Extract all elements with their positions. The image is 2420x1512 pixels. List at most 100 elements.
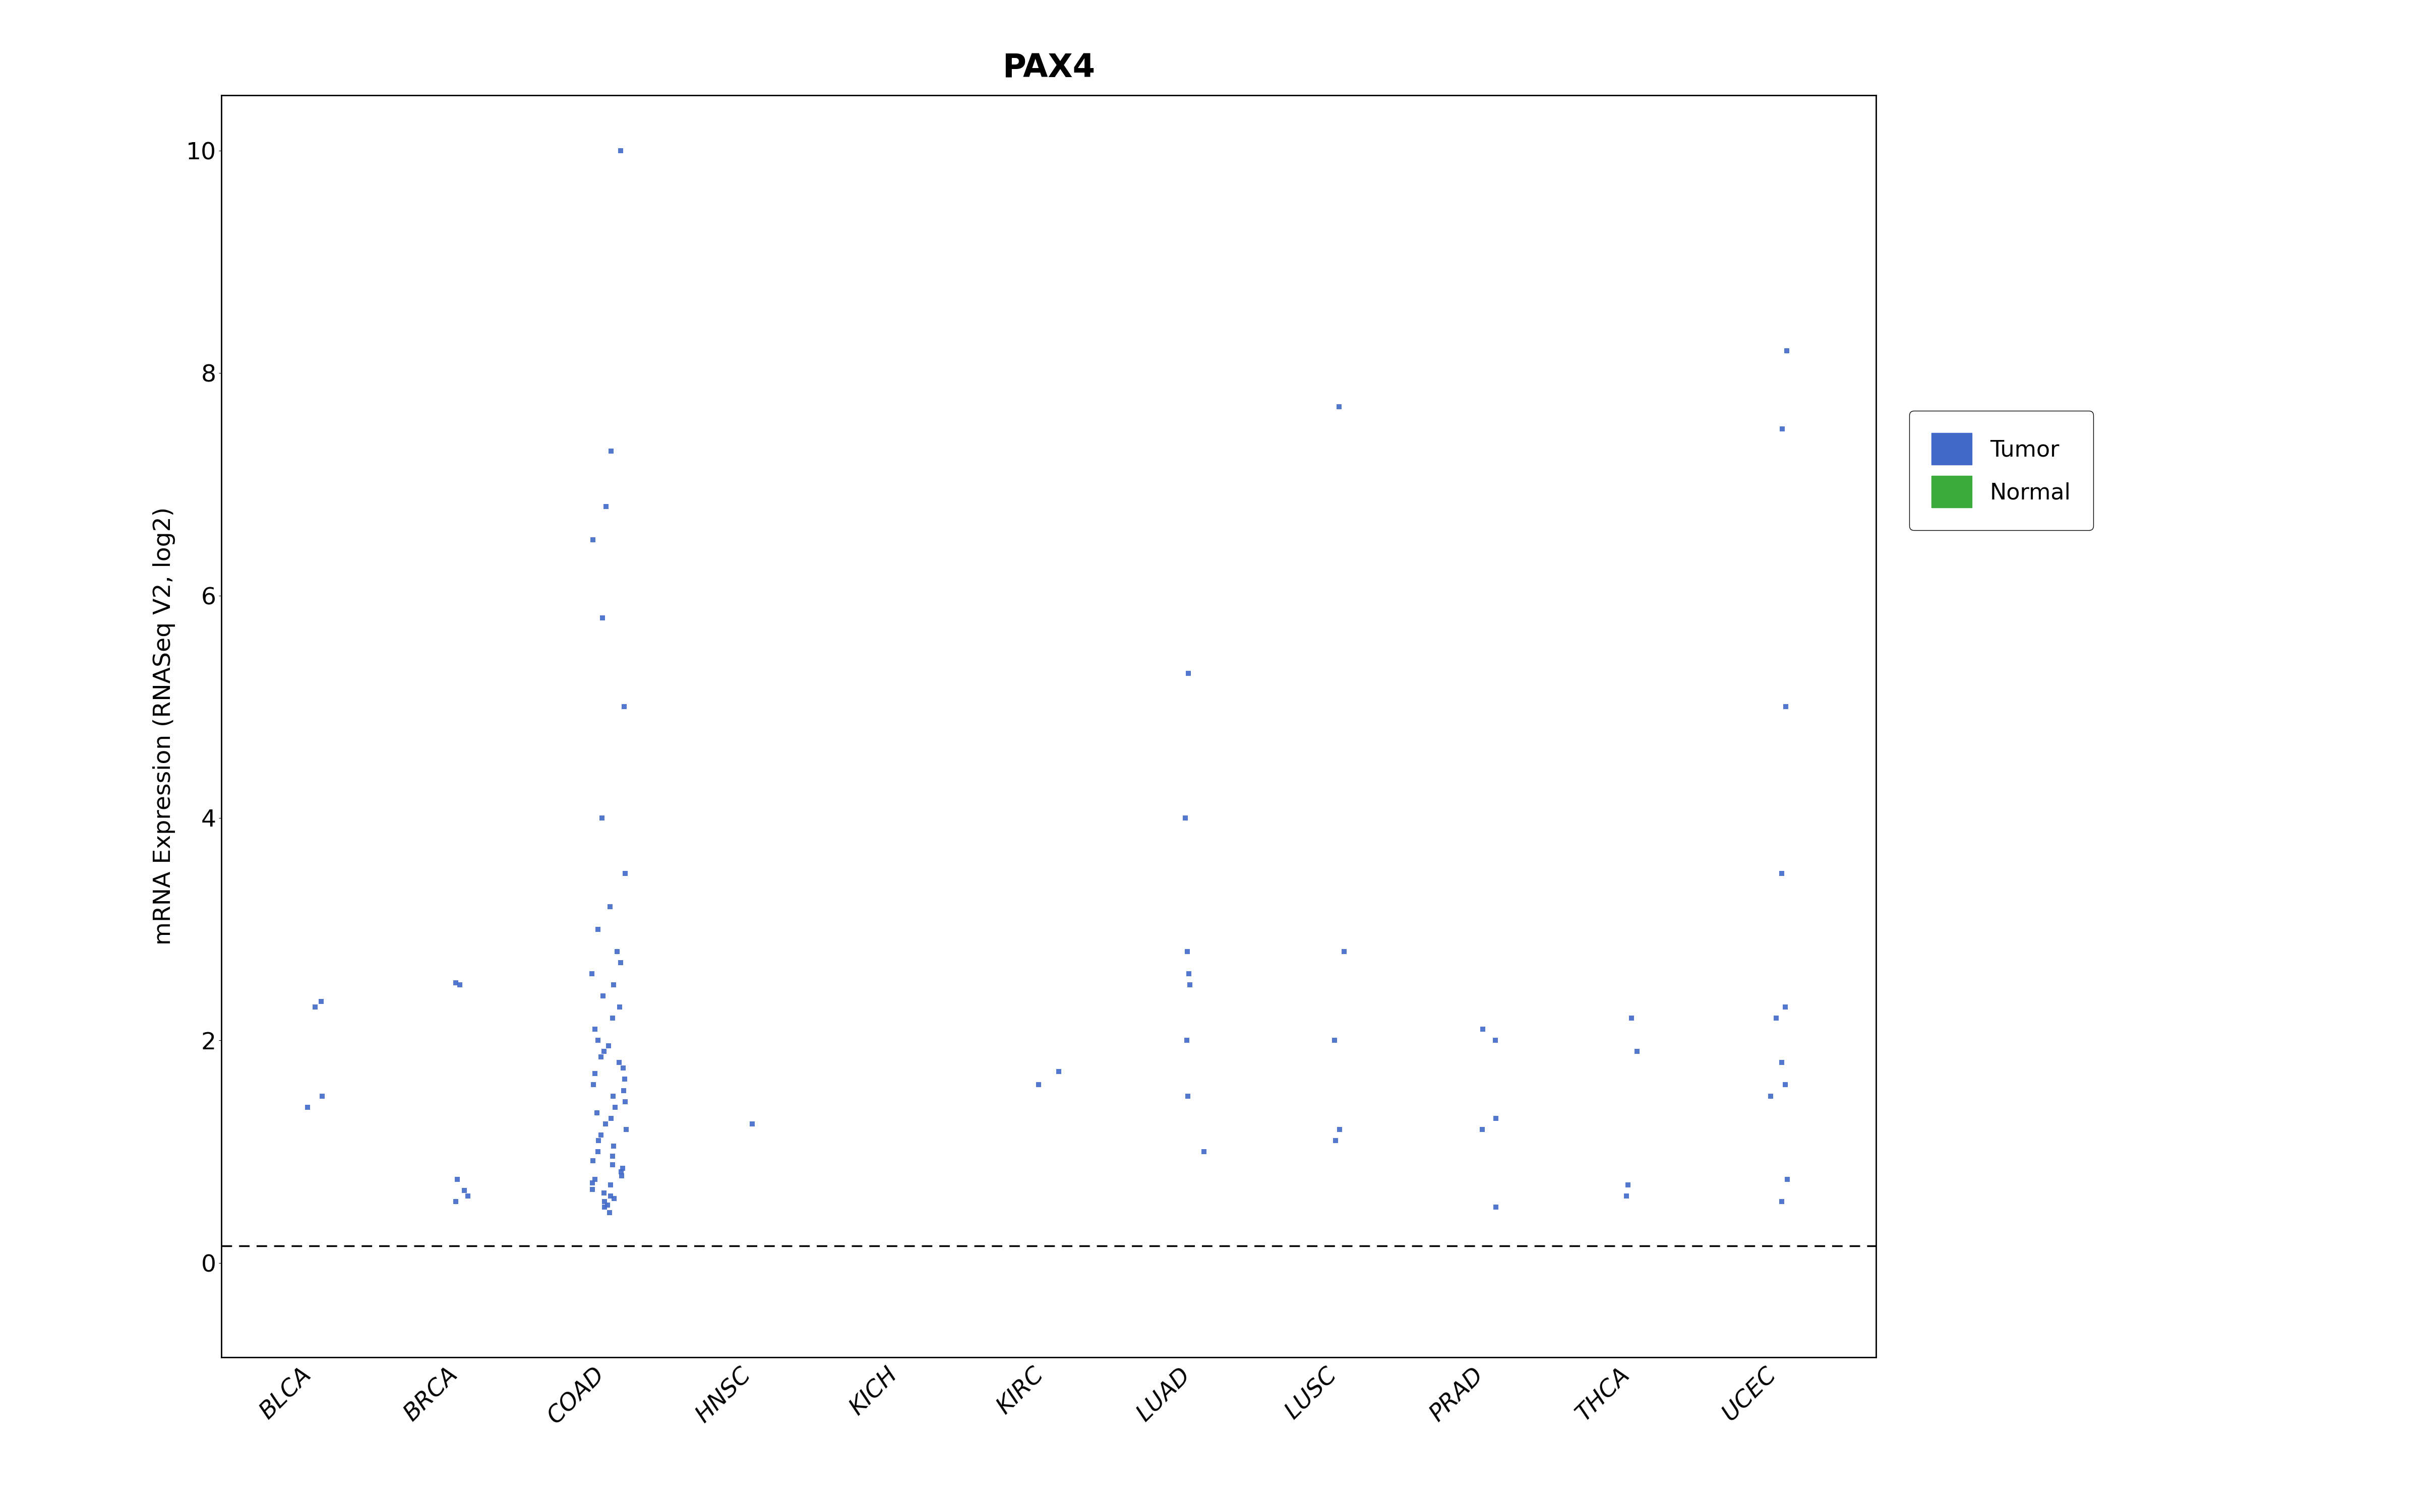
Point: [1767, 1167, 1805, 1191]
Point: [603, 1164, 641, 1188]
Point: [1169, 939, 1208, 963]
Point: [586, 1190, 624, 1214]
Point: [1767, 1072, 1805, 1096]
Point: [603, 1160, 641, 1184]
Point: [1762, 1190, 1800, 1214]
Point: [590, 895, 629, 919]
Point: [1314, 1028, 1353, 1052]
Point: [574, 1170, 612, 1194]
Point: [581, 1045, 620, 1069]
Point: [605, 862, 644, 886]
Point: [1612, 1005, 1650, 1030]
Point: [1321, 1117, 1360, 1142]
Point: [1464, 1018, 1503, 1042]
Point: [586, 494, 624, 519]
Point: [590, 1201, 629, 1225]
Point: [595, 1134, 634, 1158]
Point: [1476, 1107, 1515, 1131]
Point: [600, 1051, 639, 1075]
Point: [1609, 1173, 1648, 1198]
Point: [1757, 1005, 1796, 1030]
Point: [605, 1067, 644, 1092]
Point: [595, 1095, 634, 1119]
Point: [733, 1111, 772, 1136]
Point: [593, 1152, 632, 1176]
Point: [605, 1078, 644, 1102]
Point: [1019, 1072, 1058, 1096]
Point: [1171, 972, 1210, 996]
Point: [445, 1178, 484, 1202]
Point: [578, 1101, 617, 1125]
Point: [590, 1173, 629, 1198]
Point: [588, 1193, 627, 1217]
Point: [600, 995, 639, 1019]
Point: [448, 1184, 486, 1208]
Point: [593, 1084, 632, 1108]
Point: [574, 1178, 612, 1202]
Point: [1476, 1194, 1515, 1219]
Point: [1767, 694, 1805, 718]
Point: [595, 1187, 634, 1211]
Point: [586, 1181, 624, 1205]
Point: [1166, 1028, 1205, 1052]
Point: [595, 972, 634, 996]
Point: [600, 139, 639, 163]
Point: [576, 1018, 615, 1042]
Point: [578, 918, 617, 942]
Point: [1762, 862, 1800, 886]
Point: [1166, 806, 1205, 830]
Point: [598, 939, 636, 963]
Point: [302, 1084, 341, 1108]
Point: [590, 438, 629, 463]
Point: [574, 1149, 612, 1173]
Point: [576, 1061, 615, 1086]
Point: [574, 962, 612, 986]
Point: [590, 1107, 629, 1131]
Point: [1169, 1084, 1208, 1108]
Point: [1169, 661, 1208, 685]
Point: [440, 972, 479, 996]
Point: [1183, 1140, 1222, 1164]
Point: [590, 1184, 629, 1208]
Point: [1767, 995, 1805, 1019]
Point: [605, 1090, 644, 1114]
Point: [302, 989, 341, 1013]
Point: [600, 951, 639, 975]
Point: [1767, 339, 1805, 363]
Point: [607, 1117, 646, 1142]
Point: [1752, 1084, 1791, 1108]
Point: [1038, 1060, 1077, 1084]
Point: [1607, 1184, 1646, 1208]
Point: [583, 984, 622, 1009]
Point: [605, 694, 644, 718]
Point: [1476, 1028, 1515, 1052]
Point: [578, 1128, 617, 1152]
Point: [586, 1194, 624, 1219]
Point: [578, 1140, 617, 1164]
Legend: Tumor, Normal: Tumor, Normal: [1909, 411, 2093, 531]
Point: [295, 995, 334, 1019]
Y-axis label: mRNA Expression (RNASeq V2, log2): mRNA Expression (RNASeq V2, log2): [152, 507, 177, 945]
Point: [574, 1072, 612, 1096]
Point: [436, 1190, 474, 1214]
Point: [583, 806, 622, 830]
Point: [1169, 962, 1208, 986]
Point: [1319, 395, 1358, 419]
Point: [576, 1167, 615, 1191]
Point: [574, 528, 612, 552]
Point: [593, 1145, 632, 1169]
Point: [586, 1111, 624, 1136]
Point: [1619, 1039, 1658, 1063]
Point: [1324, 939, 1362, 963]
Point: [1316, 1128, 1355, 1152]
Point: [436, 971, 474, 995]
Point: [288, 1095, 327, 1119]
Point: [581, 1123, 620, 1148]
Point: [578, 1028, 617, 1052]
Point: [603, 1157, 641, 1181]
Point: [1464, 1117, 1503, 1142]
Point: [438, 1167, 477, 1191]
Point: [1764, 417, 1803, 442]
Point: [1762, 1051, 1800, 1075]
Point: [593, 1005, 632, 1030]
